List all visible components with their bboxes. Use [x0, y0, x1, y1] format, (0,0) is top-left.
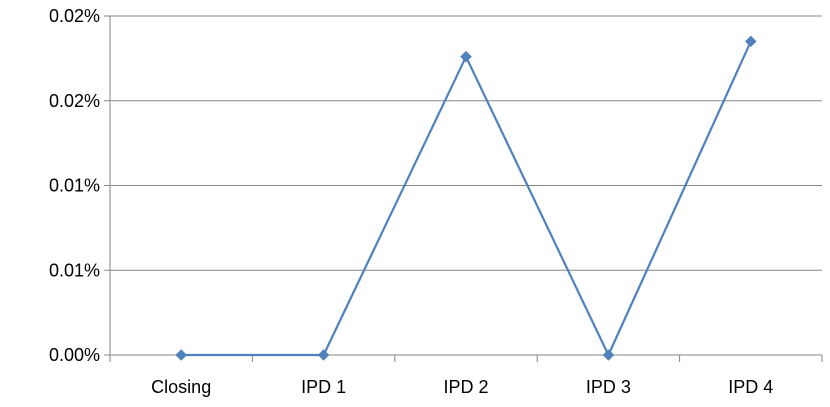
x-tick-label: Closing: [151, 377, 211, 397]
axes: [104, 15, 823, 362]
data-point-marker: [175, 349, 188, 361]
x-tick-label: IPD 2: [443, 377, 488, 397]
y-tick-label: 0.02%: [49, 6, 100, 26]
data-series: [175, 35, 757, 361]
y-tick-label: 0.02%: [49, 91, 100, 111]
x-tick-label: IPD 1: [301, 377, 346, 397]
y-axis-tick-labels: 0.00% 0.01% 0.01% 0.02% 0.02%: [49, 6, 100, 365]
gridlines: [110, 15, 822, 271]
data-point-marker: [317, 349, 330, 361]
data-point-marker: [602, 349, 615, 361]
x-tick-label: IPD 3: [586, 377, 631, 397]
series-line: [181, 40, 752, 357]
y-tick-label: 0.01%: [49, 260, 100, 280]
data-point-marker: [744, 35, 757, 48]
x-axis-tick-labels: Closing IPD 1 IPD 2 IPD 3 IPD 4: [151, 377, 773, 397]
x-tick-label: IPD 4: [728, 377, 773, 397]
y-tick-label: 0.00%: [49, 345, 100, 365]
y-tick-label: 0.01%: [49, 176, 100, 196]
data-point-marker: [460, 50, 472, 63]
